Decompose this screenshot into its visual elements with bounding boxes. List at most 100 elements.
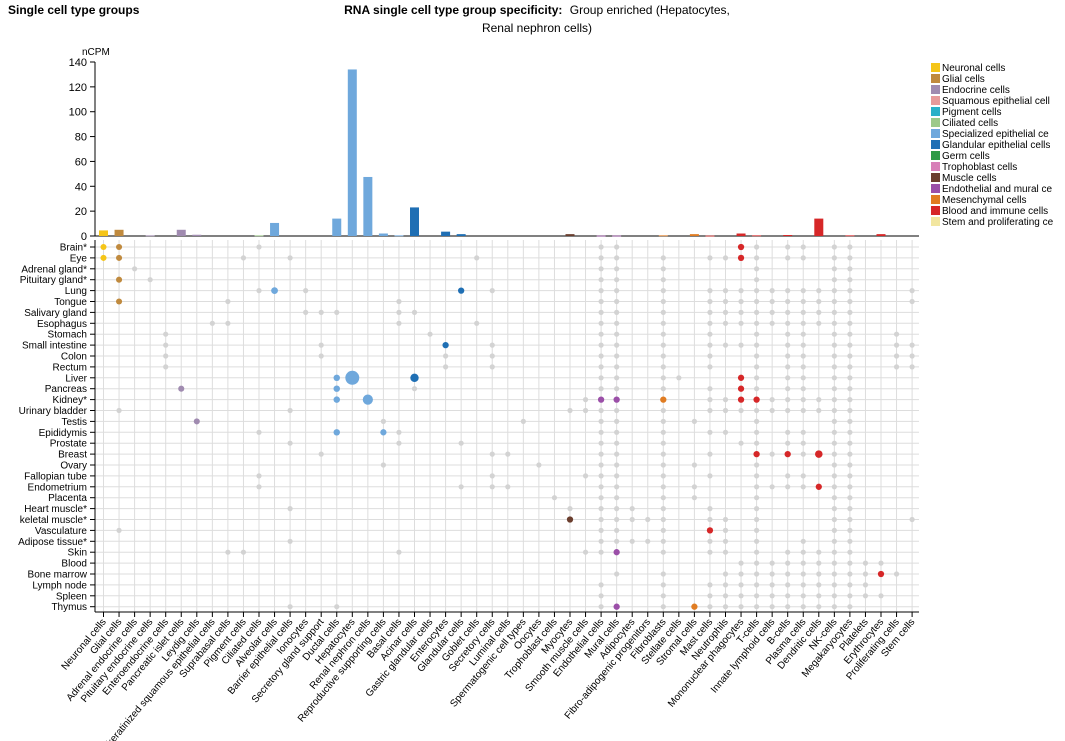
dot-not-enriched xyxy=(785,288,791,294)
dot-not-enriched xyxy=(318,353,324,359)
dot-enriched xyxy=(877,570,885,578)
dot-not-enriched xyxy=(629,538,635,544)
tissue-label: Blood xyxy=(61,559,87,570)
dot-not-enriched xyxy=(707,582,713,588)
dot-not-enriched xyxy=(785,309,791,315)
dot-not-enriched xyxy=(598,331,604,337)
dot-not-enriched xyxy=(660,582,666,588)
dot-not-enriched xyxy=(847,440,853,446)
legend-swatch xyxy=(931,96,940,105)
dot-not-enriched xyxy=(831,277,837,283)
dot-not-enriched xyxy=(598,309,604,315)
dot-not-enriched xyxy=(691,484,698,490)
dot-not-enriched xyxy=(754,375,760,381)
dot-enriched xyxy=(333,385,340,392)
dot-not-enriched xyxy=(707,342,713,348)
dot-not-enriched xyxy=(722,309,729,315)
dot-enriched xyxy=(737,396,745,403)
dot-not-enriched xyxy=(785,604,791,610)
dot-not-enriched xyxy=(831,516,837,523)
dot-not-enriched xyxy=(769,451,775,457)
bar-20 xyxy=(410,207,419,236)
bar-17 xyxy=(363,176,373,236)
legend-label: Glial cells xyxy=(942,74,985,85)
dot-not-enriched xyxy=(831,288,837,294)
dot-not-enriched xyxy=(831,266,837,272)
dot-not-enriched xyxy=(785,429,791,435)
dot-enriched xyxy=(613,549,620,556)
dot-not-enriched xyxy=(489,484,495,490)
dot-not-enriched xyxy=(831,560,837,566)
dot-not-enriched xyxy=(225,549,231,555)
tissue-label: Prostate xyxy=(50,439,88,450)
dot-not-enriched xyxy=(318,309,324,315)
y-axis-label: nCPM xyxy=(82,47,110,58)
dot-enriched xyxy=(691,603,698,610)
tissue-label: Eye xyxy=(70,253,88,264)
dot-not-enriched xyxy=(660,593,666,599)
y-tick-label: 120 xyxy=(69,82,87,94)
bar-39 xyxy=(705,235,715,237)
dot-not-enriched xyxy=(831,375,837,381)
tissue-label: keletal muscle* xyxy=(20,515,87,526)
bar-33 xyxy=(612,235,622,237)
dot-enriched xyxy=(380,429,387,436)
dot-not-enriched xyxy=(800,593,806,599)
dot-not-enriched xyxy=(660,549,666,555)
legend-swatch xyxy=(931,118,940,127)
dot-not-enriched xyxy=(800,309,806,315)
dot-enriched xyxy=(178,385,185,392)
dot-not-enriched xyxy=(754,582,760,588)
legend-label: Blood and immune cells xyxy=(942,206,1048,217)
dot-not-enriched xyxy=(847,582,853,588)
dot-not-enriched xyxy=(785,375,791,381)
dot-enriched xyxy=(333,396,340,403)
dot-not-enriched xyxy=(754,527,760,534)
dot-not-enriched xyxy=(443,364,449,370)
bar-46 xyxy=(814,218,824,236)
dot-enriched xyxy=(815,483,822,490)
dot-not-enriched xyxy=(909,298,915,305)
dot-not-enriched xyxy=(614,277,620,283)
dot-not-enriched xyxy=(598,418,604,424)
dot-not-enriched xyxy=(831,342,837,348)
dot-not-enriched xyxy=(800,571,806,577)
dot-not-enriched xyxy=(847,386,853,392)
dot-enriched xyxy=(442,341,449,349)
dot-not-enriched xyxy=(785,407,791,414)
dot-not-enriched xyxy=(598,484,604,490)
dot-not-enriched xyxy=(116,407,122,414)
dot-not-enriched xyxy=(707,516,713,523)
y-tick-label: 20 xyxy=(75,206,87,218)
dot-not-enriched xyxy=(722,342,729,348)
bar-series xyxy=(99,69,886,237)
tissue-label: Breast xyxy=(58,450,87,461)
dot-not-enriched xyxy=(754,342,760,348)
dot-not-enriched xyxy=(598,506,604,512)
legend-swatch xyxy=(931,74,940,83)
tissue-label: Lung xyxy=(65,286,87,297)
dot-not-enriched xyxy=(800,451,806,457)
bar-16 xyxy=(347,69,357,236)
dot-not-enriched xyxy=(769,593,775,599)
dot-enriched xyxy=(737,243,745,251)
dot-enriched xyxy=(100,254,107,261)
dot-not-enriched xyxy=(754,364,760,370)
dot-not-enriched xyxy=(754,473,760,479)
dot-not-enriched xyxy=(598,538,604,544)
bar-y-axis: 0 20 40 60 80 100 120 140 xyxy=(69,57,919,243)
tissue-label: Kidney* xyxy=(53,395,88,406)
dot-not-enriched xyxy=(722,320,729,326)
dot-not-enriched xyxy=(660,353,666,359)
legend-label: Endocrine cells xyxy=(942,85,1010,96)
dot-not-enriched xyxy=(831,407,837,414)
dot-not-enriched xyxy=(878,560,884,566)
bar-30 xyxy=(565,234,575,236)
dot-enriched xyxy=(706,527,714,534)
dot-not-enriched xyxy=(754,593,760,599)
dot-not-enriched xyxy=(707,298,713,305)
dot-grid xyxy=(94,240,919,613)
dot-not-enriched xyxy=(769,298,775,305)
dot-not-enriched xyxy=(769,407,775,414)
